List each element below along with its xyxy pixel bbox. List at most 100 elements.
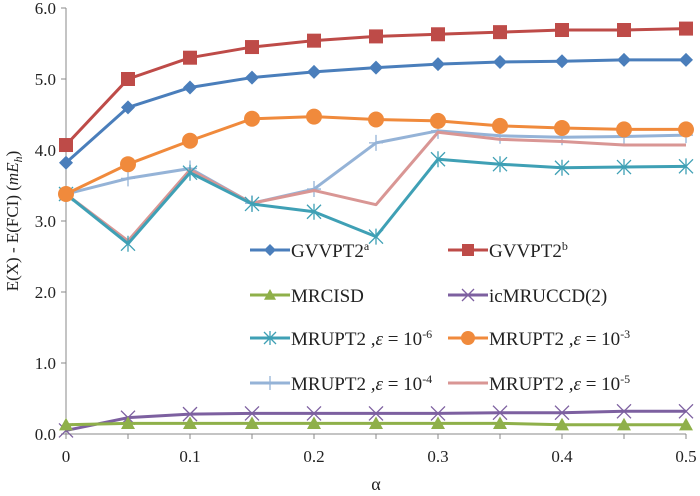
data-point-diamond [264, 244, 276, 256]
data-point-circle [461, 331, 475, 345]
y-tick-label: 0.0 [35, 425, 56, 444]
data-point-triangle [617, 417, 631, 431]
data-point-triangle [369, 416, 383, 429]
legend-item: MRUPT2 ,ε = 10-4 [250, 372, 432, 395]
legend-label: MRUPT2 ,ε = 10-5 [489, 372, 630, 395]
data-point-square [245, 40, 259, 55]
data-point-star [678, 158, 694, 175]
data-point-x [244, 405, 260, 421]
data-point-square [369, 29, 383, 44]
data-point-x [182, 406, 198, 422]
legend-item: MRUPT2 ,ε = 10-5 [448, 372, 630, 395]
data-point-square [493, 25, 507, 40]
data-point-diamond [183, 80, 197, 95]
data-point-plus [121, 170, 135, 187]
data-point-square [307, 33, 321, 48]
legend-label: GVVPT2b [489, 239, 568, 262]
legend: GVVPT2a GVVPT2b MRCISD icMRUCCD(2) MRUPT2 ,ε… [250, 239, 630, 395]
y-axis-label: E(X) - E(FCI) (mEh) [3, 151, 25, 292]
data-point-circle [368, 111, 384, 128]
data-point-diamond [245, 70, 259, 85]
legend-item: MRCISD [250, 286, 364, 307]
data-point-circle [616, 121, 632, 138]
data-point-x [430, 405, 446, 421]
legend-item: MRUPT2 ,ε = 10-6 [250, 327, 432, 350]
data-point-x [616, 403, 632, 419]
data-point-square [617, 23, 631, 38]
data-point-circle [492, 117, 508, 134]
data-point-star [306, 203, 322, 220]
data-point-triangle [245, 416, 259, 429]
data-point-circle [244, 110, 260, 127]
series-7 [65, 130, 686, 243]
data-point-circle [182, 132, 198, 149]
x-tick-label: 0.1 [179, 447, 200, 466]
legend-label: MRCISD [291, 286, 364, 307]
data-point-diamond [369, 60, 383, 75]
legend-label: MRUPT2 ,ε = 10-3 [489, 327, 630, 350]
x-tick-label: 0.3 [427, 447, 448, 466]
data-point-plus [369, 134, 383, 151]
y-tick-label: 6.0 [35, 0, 56, 18]
series-0 [59, 52, 693, 170]
data-point-triangle [307, 416, 321, 429]
x-tick-label: 0.2 [303, 447, 324, 466]
data-point-diamond [121, 100, 135, 115]
data-point-triangle [183, 416, 197, 429]
data-point-diamond [431, 57, 445, 72]
data-point-diamond [493, 54, 507, 69]
data-point-square [183, 50, 197, 65]
series-line [65, 130, 686, 243]
data-point-triangle [493, 416, 507, 429]
data-point-triangle [264, 289, 276, 300]
data-point-plus [264, 376, 276, 390]
data-point-star [244, 195, 260, 212]
data-point-square [555, 23, 569, 38]
legend-item: icMRUCCD(2) [448, 286, 607, 307]
data-point-square [679, 21, 693, 36]
data-point-diamond [679, 52, 693, 67]
legend-label: icMRUCCD(2) [489, 286, 607, 307]
y-tick-label: 4.0 [35, 141, 56, 160]
y-tick-label: 1.0 [35, 354, 56, 373]
data-point-circle [554, 119, 570, 136]
data-point-star [182, 164, 198, 181]
data-point-star [120, 235, 136, 252]
y-tick-label: 3.0 [35, 212, 56, 231]
y-tick-label: 2.0 [35, 283, 56, 302]
data-point-circle [58, 186, 74, 203]
data-point-star [616, 159, 632, 176]
x-axis-label: α [371, 474, 381, 494]
legend-item: GVVPT2a [250, 239, 370, 262]
data-point-x [678, 403, 694, 419]
data-point-star [430, 151, 446, 168]
x-tick-label: 0.4 [551, 447, 573, 466]
data-point-square [59, 138, 73, 153]
legend-label: GVVPT2a [291, 239, 370, 262]
data-point-star [368, 228, 384, 245]
legend-item: GVVPT2b [448, 239, 568, 262]
data-point-circle [120, 156, 136, 173]
x-tick-label: 0.5 [675, 447, 696, 466]
series-2 [59, 416, 693, 431]
data-point-square [121, 72, 135, 86]
data-point-square [431, 27, 445, 42]
legend-item: MRUPT2 ,ε = 10-3 [448, 327, 630, 350]
series-1 [59, 21, 693, 153]
x-tick-label: 0 [62, 447, 71, 466]
data-point-x [554, 405, 570, 421]
y-tick-label: 5.0 [35, 70, 56, 89]
data-point-triangle [59, 417, 73, 431]
data-point-circle [306, 108, 322, 125]
data-point-triangle [679, 417, 693, 431]
data-point-diamond [59, 155, 73, 170]
data-point-star [554, 159, 570, 176]
data-point-triangle [431, 416, 445, 429]
data-point-diamond [617, 52, 631, 67]
data-point-square [462, 244, 474, 256]
legend-label: MRUPT2 ,ε = 10-4 [291, 372, 432, 395]
series-line [65, 115, 686, 196]
data-point-star [263, 331, 277, 345]
